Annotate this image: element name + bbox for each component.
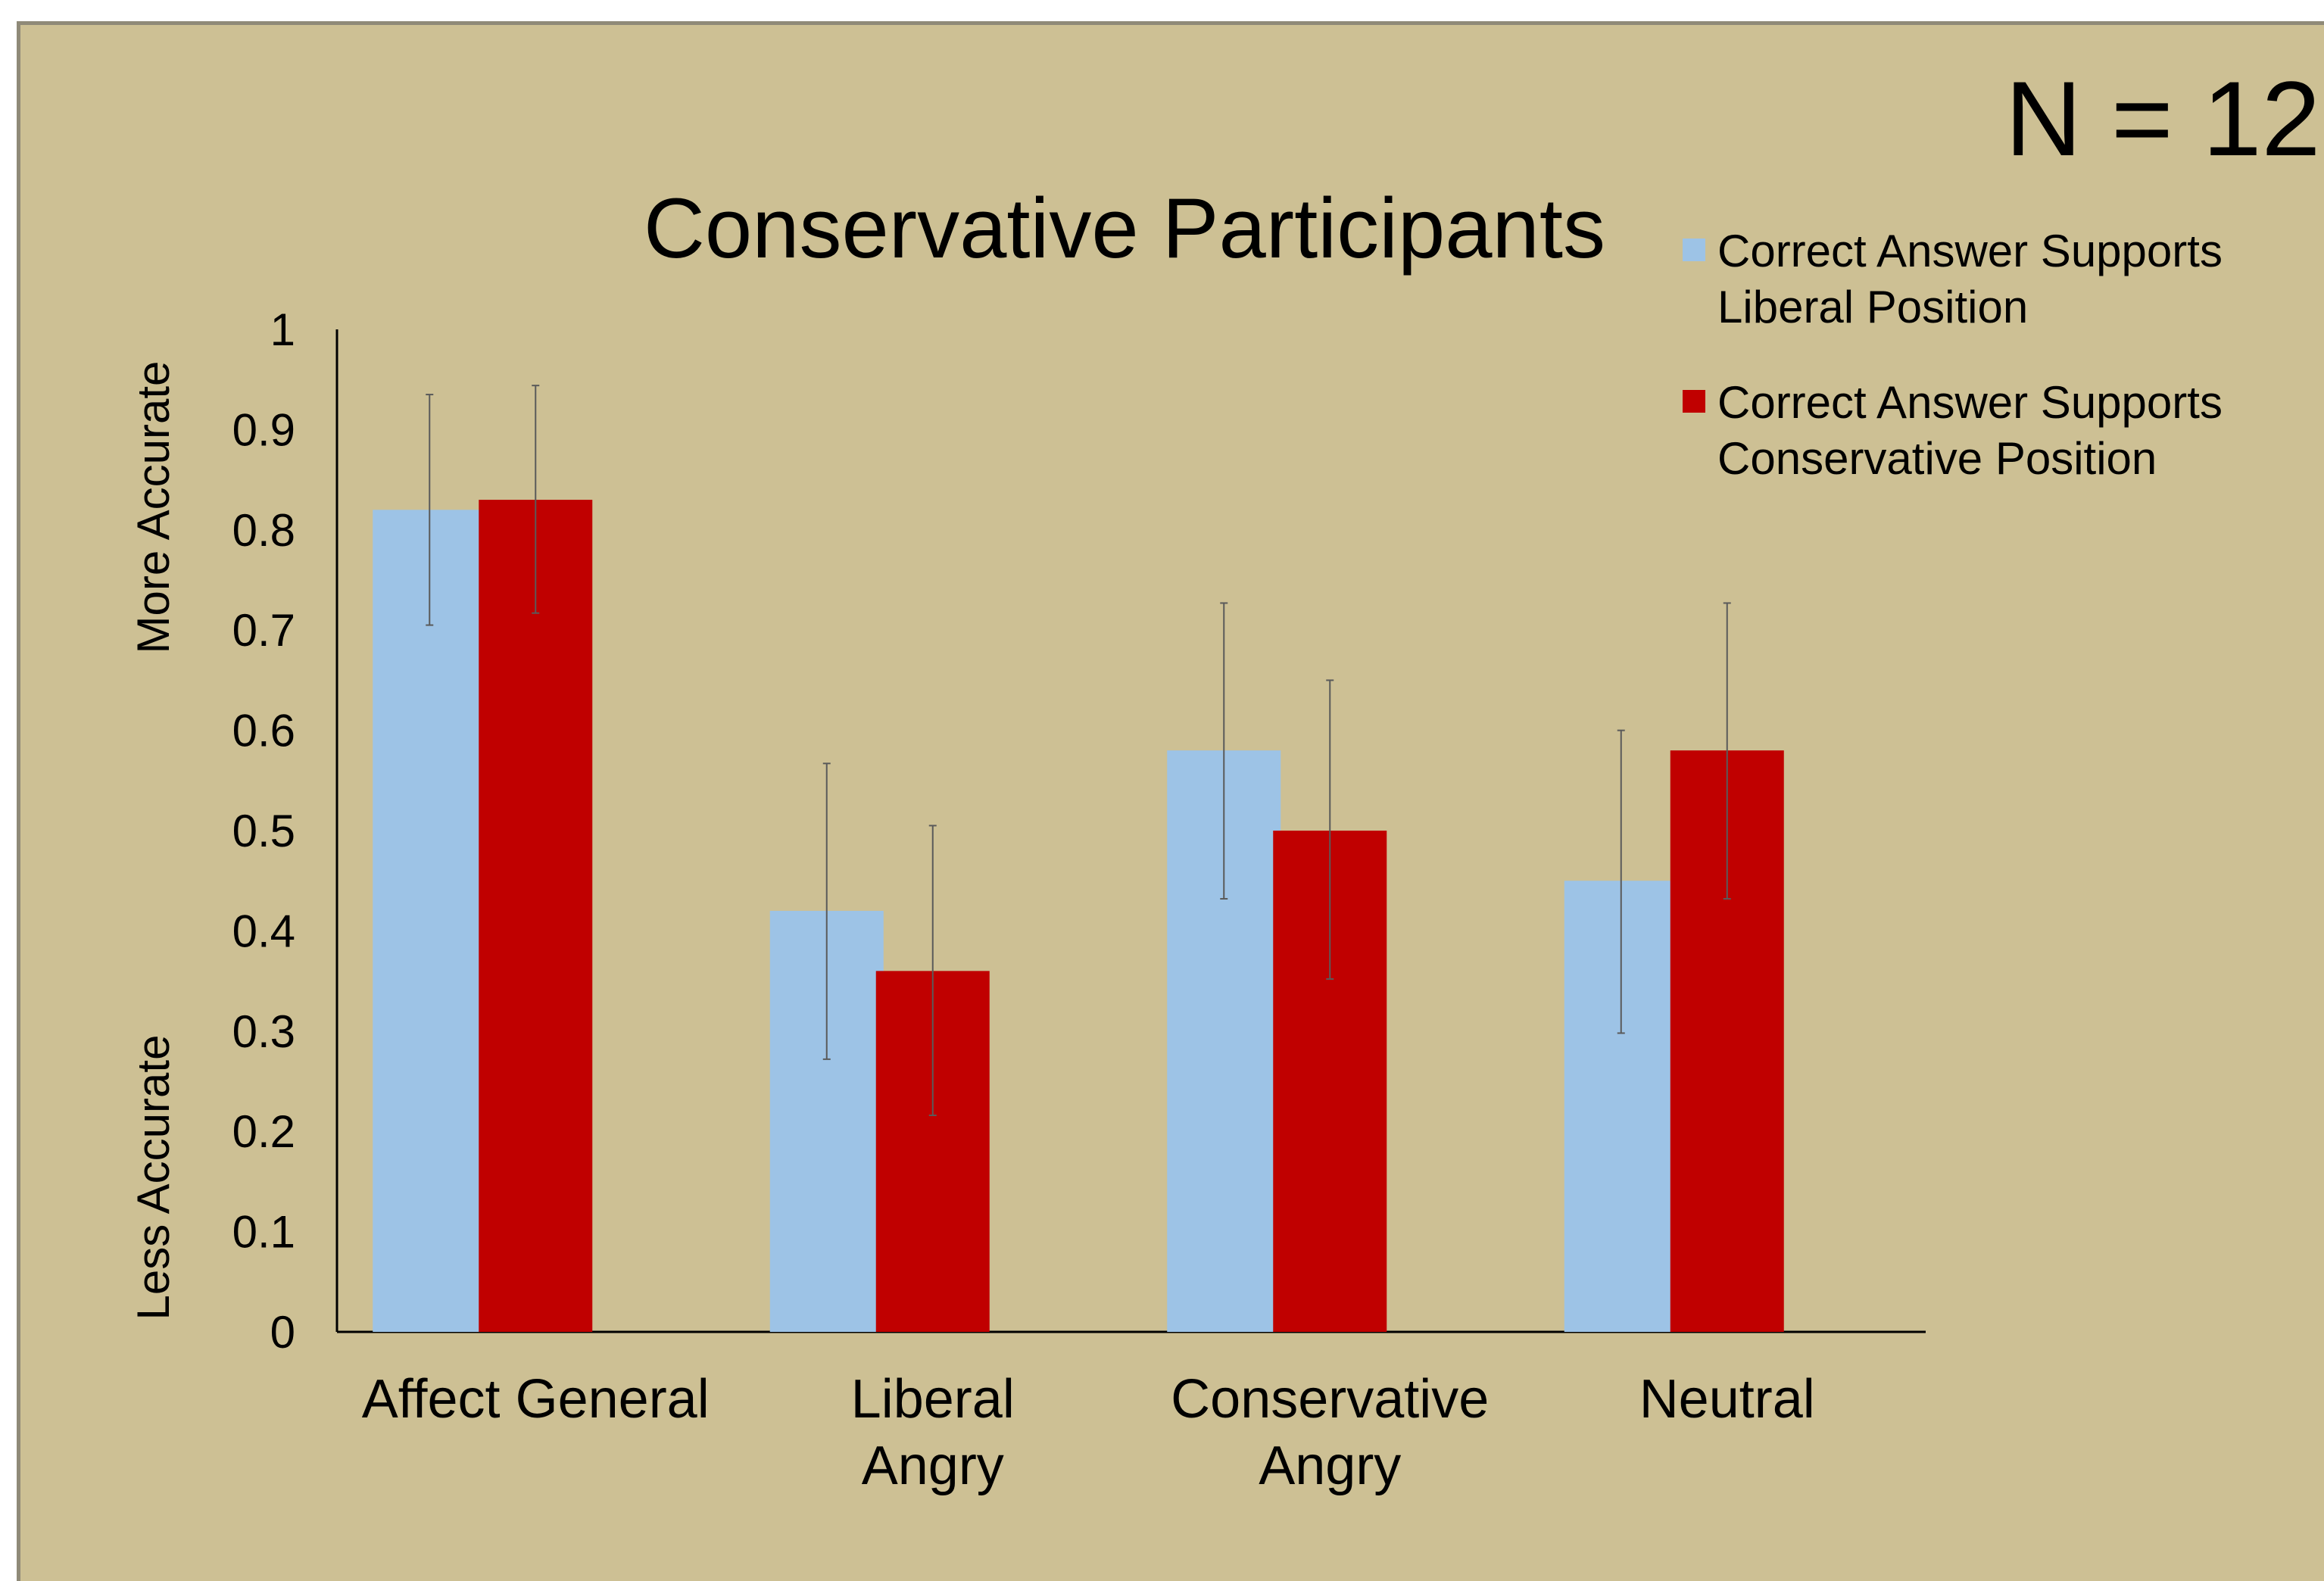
legend: Correct Answer Supports Liberal Position C… bbox=[1683, 226, 2223, 484]
y-tick-label: 0.8 bbox=[232, 505, 295, 556]
y-tick-label: 0.5 bbox=[232, 806, 295, 856]
error-bars bbox=[426, 385, 1731, 1117]
legend-label: Correct Answer Supports bbox=[1717, 226, 2223, 276]
x-tick-label: Angry bbox=[1259, 1436, 1401, 1496]
legend-label: Correct Answer Supports bbox=[1717, 377, 2223, 428]
x-tick-label: Affect General bbox=[362, 1369, 710, 1430]
sample-size-label: N = 12 bbox=[2005, 59, 2320, 178]
y-axis-label-more-accurate: More Accurate bbox=[128, 361, 179, 654]
legend-swatch-conservative bbox=[1683, 390, 1705, 413]
y-tick-label: 0.6 bbox=[232, 706, 295, 756]
legend-swatch-liberal bbox=[1683, 239, 1705, 261]
y-axis-label-less-accurate: Less Accurate bbox=[128, 1035, 179, 1321]
legend-label: Conservative Position bbox=[1717, 433, 2157, 484]
y-tick-label: 0 bbox=[270, 1307, 295, 1358]
bar-conservative bbox=[479, 500, 593, 1332]
y-tick-label: 0.1 bbox=[232, 1207, 295, 1258]
x-tick-label: Liberal bbox=[851, 1369, 1015, 1430]
y-tick-label: 0.4 bbox=[232, 906, 295, 956]
y-tick-label: 0.2 bbox=[232, 1106, 295, 1157]
x-axis-labels: Affect General LiberalAngryConservativeAn… bbox=[362, 1369, 1815, 1496]
y-tick-label: 0.9 bbox=[232, 404, 295, 455]
chart-title: Conservative Participants bbox=[644, 181, 1605, 276]
x-tick-label: Angry bbox=[862, 1436, 1004, 1496]
bar-liberal bbox=[373, 510, 487, 1332]
x-tick-label: Neutral bbox=[1639, 1369, 1815, 1430]
y-tick-label: 1 bbox=[270, 304, 295, 355]
x-tick-label: Conservative bbox=[1171, 1369, 1489, 1430]
y-tick-label: 0.3 bbox=[232, 1006, 295, 1057]
y-axis-ticks: 0 0.1 0.2 0.3 0.4 0.5 0.6 0.7 0.8 0.9 1 bbox=[232, 304, 295, 1358]
bars bbox=[373, 500, 1784, 1332]
y-tick-label: 0.7 bbox=[232, 605, 295, 656]
legend-label: Liberal Position bbox=[1717, 282, 2028, 332]
